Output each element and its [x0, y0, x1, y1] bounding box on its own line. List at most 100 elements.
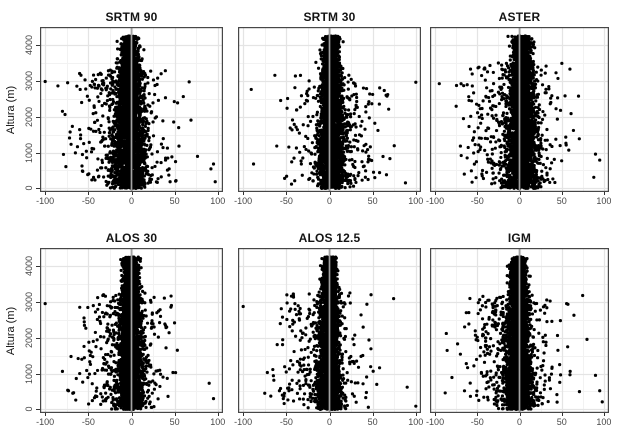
y-tick-mark [36, 301, 40, 303]
panel-title: IGM [507, 231, 532, 245]
x-tick-label: 100 [210, 417, 226, 427]
x-tick-label: -50 [279, 417, 293, 427]
x-tick-mark [603, 192, 605, 195]
x-tick-label: 50 [169, 196, 180, 206]
panel-srtm-90: SRTM 90 -100 -50 0 50 100 [36, 0, 226, 221]
y-tick-label: 3000 [24, 291, 34, 312]
panel-title: SRTM 30 [303, 10, 356, 24]
panel-alos-12-5: ALOS 12.5 -100 -50 0 50 100 [234, 221, 423, 443]
panel-title: ALOS 12.5 [298, 231, 361, 245]
x-tick-label: -100 [36, 417, 55, 427]
x-tick-label: 50 [169, 417, 180, 427]
panel-aster: ASTER -100 -50 0 50 100 [426, 0, 612, 221]
y-tick-mark [36, 409, 40, 411]
x-tick-label: -50 [279, 196, 293, 206]
x-tick-label: 100 [210, 196, 226, 206]
x-tick-label: 0 [326, 417, 333, 427]
x-tick-mark [561, 192, 563, 195]
x-axis: -100 -50 0 50 100 [36, 192, 226, 210]
x-tick-label: -50 [81, 196, 95, 206]
x-tick-label: 0 [326, 196, 333, 206]
scatter-canvas [40, 248, 223, 413]
panel-title: SRTM 90 [105, 10, 158, 24]
x-tick-label: 50 [556, 196, 567, 206]
y-tick-label: 2000 [24, 327, 34, 348]
x-tick-mark [217, 413, 219, 416]
x-tick-label: -50 [470, 196, 484, 206]
x-tick-mark [372, 413, 374, 416]
x-tick-mark [519, 413, 521, 416]
x-tick-label: 100 [596, 417, 612, 427]
y-axis-title: Altura (m) [5, 85, 17, 134]
x-tick-label: 0 [516, 196, 523, 206]
x-tick-mark [286, 413, 288, 416]
x-tick-mark [174, 192, 176, 195]
plot-area [40, 248, 223, 413]
x-tick-mark [286, 192, 288, 195]
x-tick-mark [435, 192, 437, 195]
x-tick-mark [603, 413, 605, 416]
scatter-canvas [238, 27, 421, 192]
x-tick-mark [174, 413, 176, 416]
y-tick-label: 4000 [24, 255, 34, 276]
x-axis: -100 -50 0 50 100 [36, 413, 226, 431]
x-axis: -100 -50 0 50 100 [234, 413, 423, 431]
y-tick-label: 3000 [24, 70, 34, 91]
y-tick-mark [36, 44, 40, 46]
x-tick-mark [477, 413, 479, 416]
x-tick-label: 0 [516, 417, 523, 427]
x-tick-mark [372, 192, 374, 195]
x-tick-label: -100 [426, 196, 445, 206]
y-tick-label: 2000 [24, 106, 34, 127]
x-tick-mark [477, 192, 479, 195]
x-tick-mark [88, 192, 90, 195]
plot-area [238, 248, 421, 413]
y-tick-mark [36, 80, 40, 82]
x-axis: -100 -50 0 50 100 [234, 192, 424, 210]
x-tick-mark [243, 413, 245, 416]
x-tick-mark [329, 413, 331, 416]
x-axis: -100 -50 0 50 100 [426, 413, 612, 431]
plot-area [40, 27, 223, 192]
x-tick-label: 0 [128, 196, 135, 206]
y-tick-mark [36, 373, 40, 375]
y-tick-label: 4000 [24, 34, 34, 55]
x-tick-label: 50 [556, 417, 567, 427]
y-tick-label: 0 [24, 406, 34, 412]
y-axis: Altura (m) 0 1000 2000 3000 4000 [0, 248, 40, 413]
y-axis: Altura (m) 0 1000 2000 3000 4000 [0, 27, 40, 192]
x-tick-mark [243, 192, 245, 195]
x-tick-label: -50 [81, 417, 95, 427]
y-tick-mark [36, 152, 40, 154]
x-tick-mark [415, 192, 417, 195]
x-tick-mark [415, 413, 417, 416]
x-tick-label: -100 [426, 417, 445, 427]
x-tick-mark [561, 413, 563, 416]
panel-alos-30: ALOS 30 -100 -50 0 50 100 [36, 221, 226, 443]
panel-igm: IGM -100 -50 0 50 100 [426, 221, 612, 443]
panel-title: ALOS 30 [105, 231, 158, 245]
y-tick-label: 1000 [24, 142, 34, 163]
y-tick-label: 1000 [24, 363, 34, 384]
panel-srtm-30: SRTM 30 -100 -50 0 50 100 [234, 0, 424, 221]
scatter-canvas [238, 248, 421, 413]
x-tick-label: 0 [128, 417, 135, 427]
x-tick-mark [329, 192, 331, 195]
y-tick-label: 0 [24, 185, 34, 191]
y-tick-mark [36, 116, 40, 118]
panel-title: ASTER [498, 10, 541, 24]
x-tick-mark [88, 413, 90, 416]
x-tick-mark [45, 413, 47, 416]
plot-area [238, 27, 421, 192]
x-tick-mark [217, 192, 219, 195]
plot-area [430, 248, 609, 413]
x-tick-label: 100 [408, 196, 424, 206]
x-tick-label: 100 [596, 196, 612, 206]
scatter-canvas [40, 27, 223, 192]
x-tick-label: 50 [367, 417, 378, 427]
x-tick-label: -100 [234, 417, 253, 427]
x-tick-mark [45, 192, 47, 195]
x-tick-label: -100 [234, 196, 253, 206]
scatter-canvas [430, 27, 609, 192]
x-axis: -100 -50 0 50 100 [426, 192, 612, 210]
